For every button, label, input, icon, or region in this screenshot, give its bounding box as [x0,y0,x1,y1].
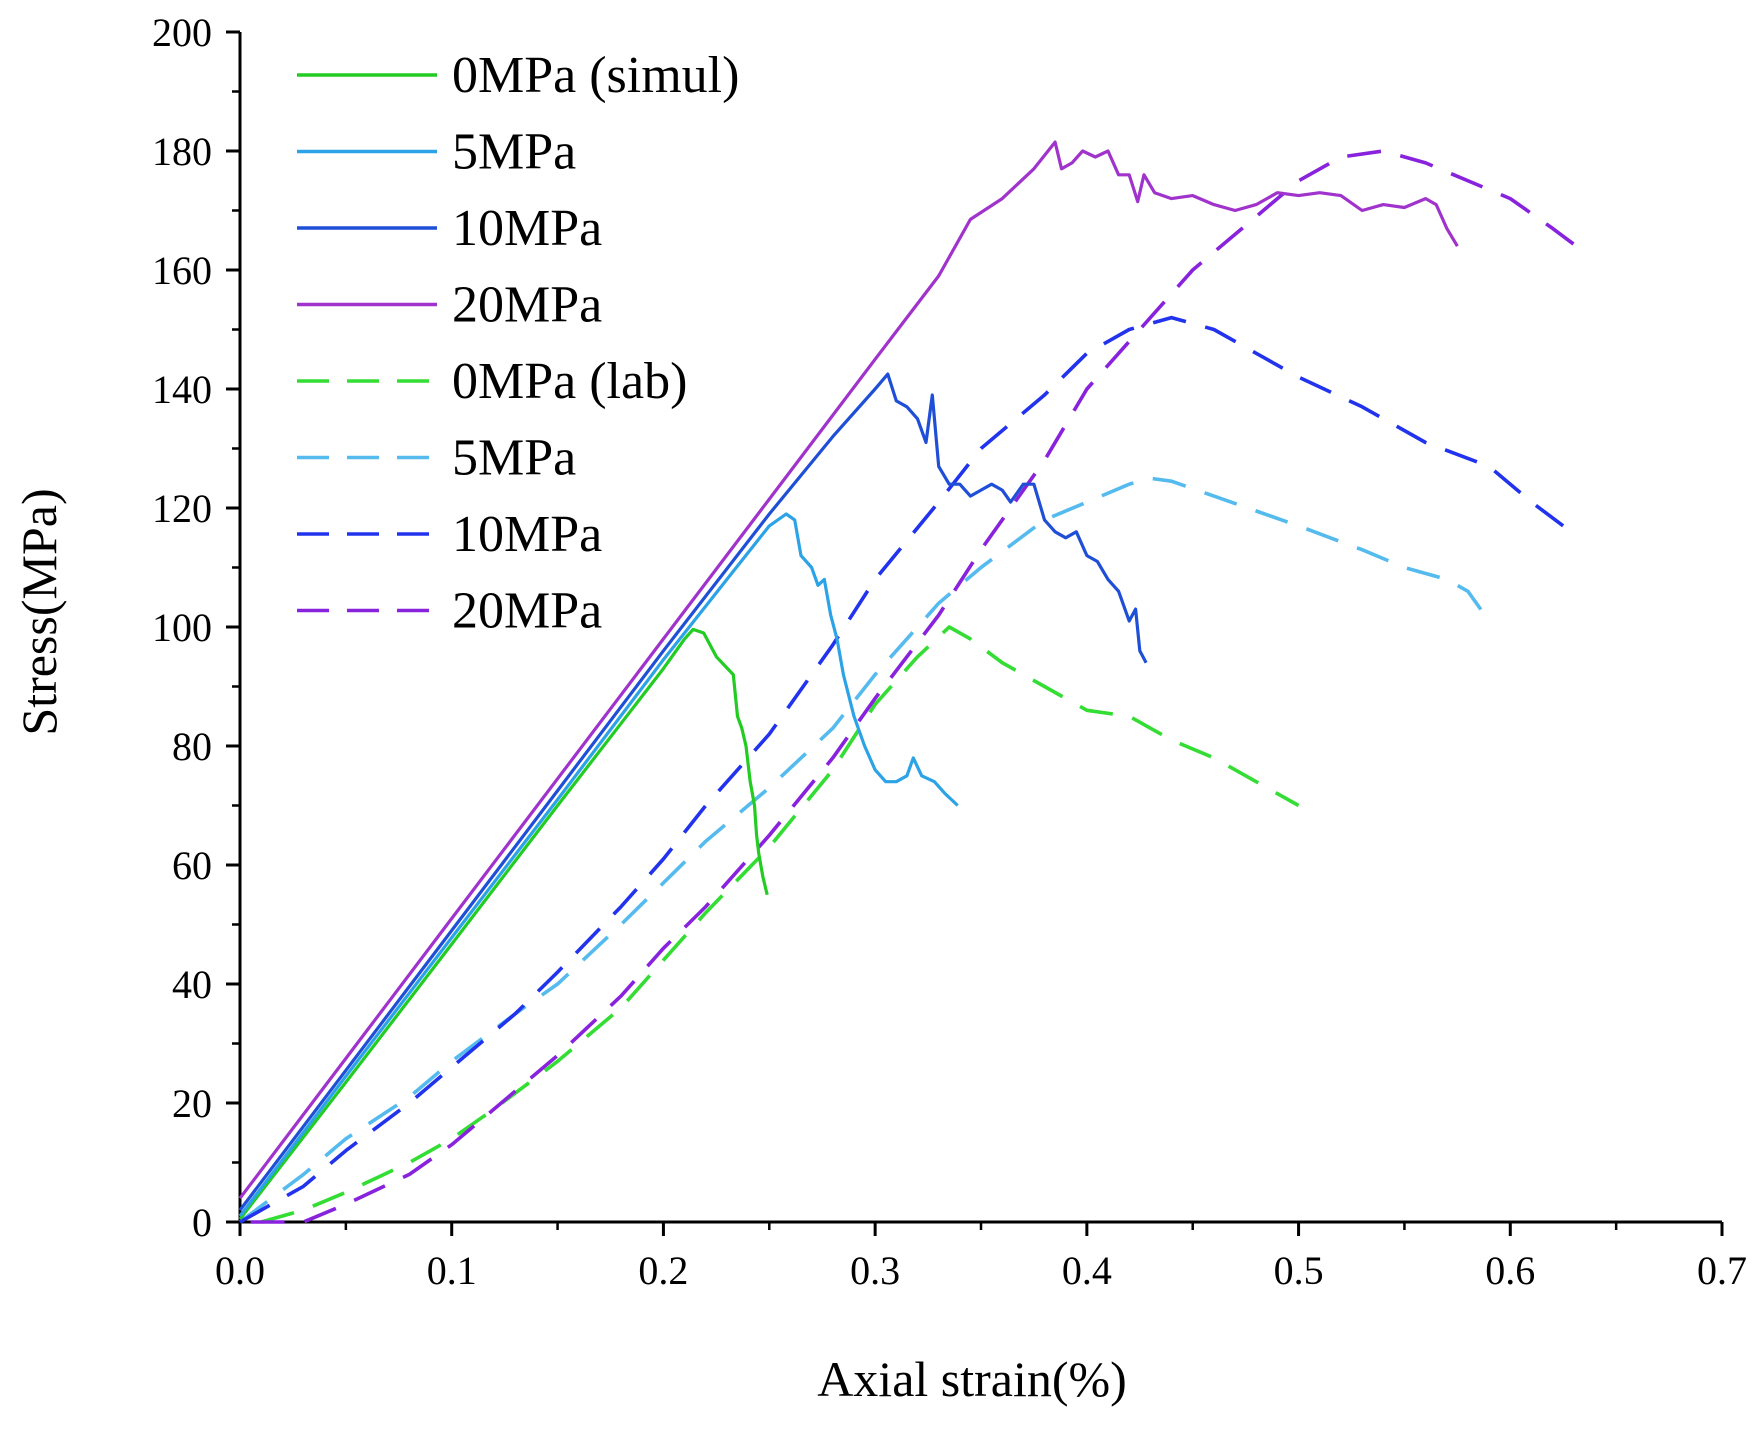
y-tick-label: 60 [172,843,212,888]
y-tick-label: 20 [172,1081,212,1126]
legend-label: 10MPa [452,200,602,257]
x-axis-title: Axial strain(%) [817,1351,1127,1407]
y-tick-label: 80 [172,724,212,769]
series-line-2 [238,512,959,1217]
series-line-1 [238,627,769,1220]
legend-label: 20MPa [452,583,602,640]
x-tick-label: 0.4 [1062,1248,1112,1293]
series-line-6 [238,476,1491,1224]
series-line-8 [250,149,1586,1224]
series-layer [238,140,1586,1224]
legend-label: 5MPa [452,430,576,487]
x-tick-label: 0.1 [427,1248,477,1293]
series-line-7 [239,315,1565,1224]
series-line-3 [238,372,1148,1212]
legend-label: 10MPa [452,506,602,563]
series-line-5 [260,625,1300,1224]
y-axis-title: Stress(MPa) [11,488,67,735]
x-tick-label: 0.3 [850,1248,900,1293]
y-tick-label: 160 [152,248,212,293]
y-tick-label: 180 [152,129,212,174]
axes-layer: 0.0 0.1 0.2 0.3 0.4 0.5 0.6 0.7 0 20 40 60 80 100 120 1… [152,10,1747,1293]
legend-label: 0MPa (simul) [452,47,739,104]
x-tick-label: 0.0 [215,1248,265,1293]
x-tick-label: 0.6 [1485,1248,1535,1293]
y-tick-label: 100 [152,605,212,650]
y-tick-label: 40 [172,962,212,1007]
y-tick-label: 0 [192,1200,212,1245]
legend-label: 0MPa (lab) [452,353,687,410]
legend-label: 20MPa [452,277,602,334]
legend-label: 5MPa [452,124,576,181]
series-line-4 [238,140,1459,1200]
y-tick-label: 200 [152,10,212,55]
x-tick-label: 0.5 [1274,1248,1324,1293]
x-tick-label: 0.7 [1697,1248,1747,1293]
y-tick-label: 120 [152,486,212,531]
legend: 0MPa (simul) 5MPa 10MPa 20MPa 0MPa (lab) 5MPa… [297,47,739,640]
y-tick-label: 140 [152,367,212,412]
x-tick-label: 0.2 [638,1248,688,1293]
